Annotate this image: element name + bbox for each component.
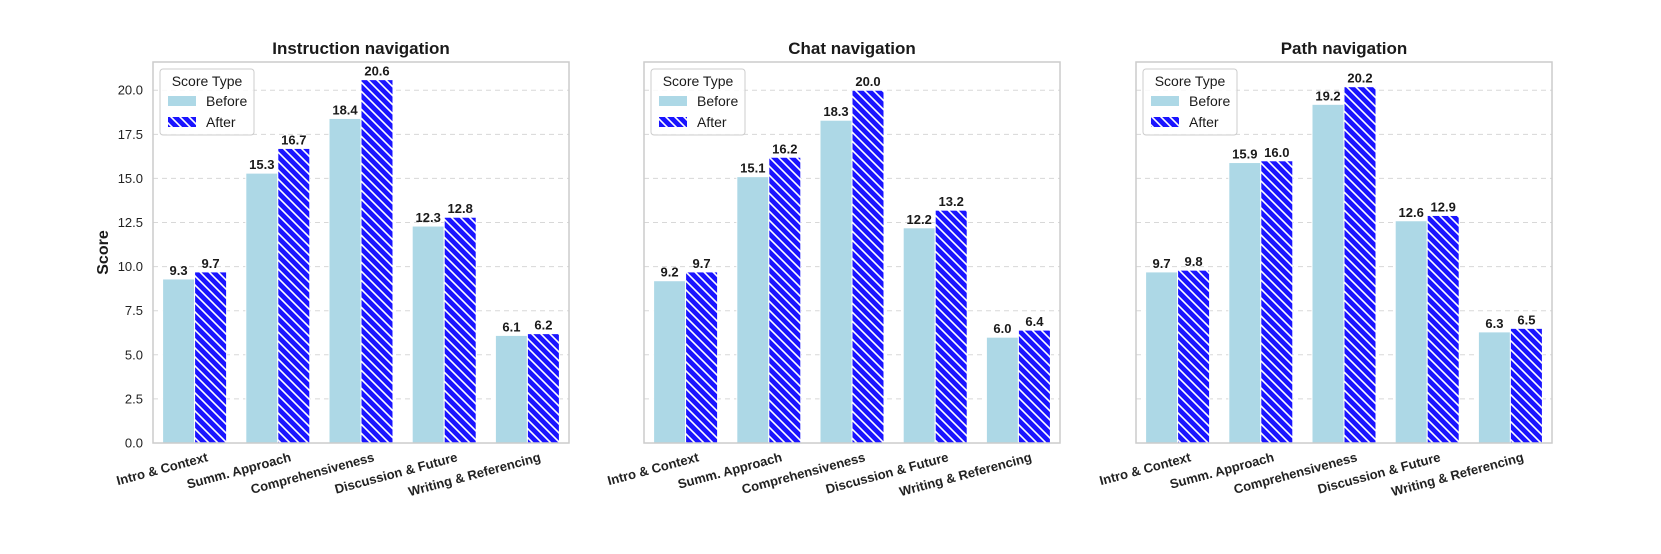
- bar-after-5: [1017, 329, 1051, 444]
- data-label: 9.7: [1153, 256, 1171, 271]
- legend-label-after: After: [1189, 114, 1219, 130]
- chart-panel-3: 9.7 15.9 19.2 12.6 6.3 9.8 16.0 20.2 12.9 6.5 Path…: [1098, 39, 1553, 499]
- plot-frame: [1135, 61, 1553, 444]
- data-label: 19.2: [1315, 88, 1340, 103]
- data-label: 15.3: [249, 157, 274, 172]
- legend-label-before: Before: [1189, 93, 1230, 109]
- bar-before-2: [736, 176, 770, 444]
- data-label: 9.3: [170, 263, 188, 278]
- y-tick-label: 15.0: [118, 171, 143, 186]
- data-label: 6.1: [502, 319, 520, 334]
- bar-before-4: [411, 225, 445, 444]
- legend-swatch-after: [659, 117, 687, 127]
- y-axis-label: Score: [95, 230, 112, 275]
- y-tick-label: 17.5: [118, 127, 143, 142]
- y-tick-label: 12.5: [118, 215, 143, 230]
- legend: Score Type Before After: [650, 68, 746, 136]
- bar-before-3: [328, 117, 362, 444]
- data-label: 18.4: [332, 102, 358, 117]
- data-label: 6.2: [534, 318, 552, 333]
- data-label: 6.5: [1517, 312, 1535, 327]
- bar-after-1: [1177, 269, 1211, 444]
- data-label: 9.8: [1185, 254, 1203, 269]
- y-tick-label: 5.0: [125, 347, 143, 362]
- bar-before-4: [1394, 220, 1428, 444]
- bar-before-5: [494, 334, 528, 444]
- bar-after-4: [1426, 214, 1460, 444]
- bar-after-5: [526, 333, 560, 444]
- legend-swatch-after: [168, 117, 196, 127]
- legend-title: Score Type: [172, 73, 243, 89]
- bar-before-5: [985, 336, 1019, 444]
- data-label: 16.7: [281, 132, 306, 147]
- data-label: 12.3: [416, 210, 441, 225]
- legend: Score Type Before After: [1142, 68, 1238, 136]
- y-tick-label: 20.0: [118, 83, 143, 98]
- y-tick-label: 2.5: [125, 391, 143, 406]
- y-tick-label: 10.0: [118, 259, 143, 274]
- bar-before-5: [1477, 331, 1511, 444]
- data-label: 20.6: [364, 64, 389, 79]
- bar-after-4: [934, 209, 968, 444]
- bar-before-1: [162, 278, 196, 444]
- data-label: 9.7: [693, 256, 711, 271]
- chart-title: Chat navigation: [788, 39, 916, 58]
- bar-after-3: [851, 89, 885, 444]
- legend-swatch-before: [168, 96, 196, 106]
- bar-after-1: [194, 271, 228, 444]
- data-label: 6.3: [1485, 316, 1503, 331]
- data-label: 13.2: [939, 194, 964, 209]
- data-label: 6.0: [993, 321, 1011, 336]
- legend-label-before: Before: [206, 93, 247, 109]
- data-label: 16.2: [772, 141, 797, 156]
- data-label: 12.2: [907, 212, 932, 227]
- y-tick-label: 7.5: [125, 303, 143, 318]
- bar-before-1: [1145, 271, 1179, 444]
- y-tick-label: 0.0: [125, 436, 143, 451]
- data-label: 9.7: [202, 256, 220, 271]
- data-label: 15.1: [740, 161, 765, 176]
- legend-label-after: After: [697, 114, 727, 130]
- legend: Score Type Before After: [159, 68, 255, 136]
- data-label: 15.9: [1232, 147, 1257, 162]
- legend-swatch-after: [1151, 117, 1179, 127]
- plot-frame: [152, 61, 570, 444]
- bar-before-2: [245, 172, 279, 444]
- legend-label-before: Before: [697, 93, 738, 109]
- bar-after-2: [768, 156, 802, 444]
- data-label: 12.8: [448, 201, 473, 216]
- bar-after-3: [360, 79, 394, 444]
- legend-swatch-before: [1151, 96, 1179, 106]
- data-label: 20.0: [855, 74, 880, 89]
- data-label: 9.2: [661, 265, 679, 280]
- data-label: 12.9: [1431, 199, 1456, 214]
- bar-before-3: [819, 119, 853, 444]
- legend-swatch-before: [659, 96, 687, 106]
- legend-label-after: After: [206, 114, 236, 130]
- data-label: 12.6: [1399, 205, 1424, 220]
- plot-frame: [643, 61, 1061, 444]
- bar-before-1: [653, 280, 687, 444]
- bar-after-1: [685, 271, 719, 444]
- chart-panel-1: 9.3 15.3 18.4 12.3 6.1 9.7 16.7 20.6 12.8 6.2 Inst…: [95, 39, 570, 499]
- bar-after-4: [443, 216, 477, 444]
- bar-after-2: [277, 147, 311, 444]
- data-label: 18.3: [823, 104, 848, 119]
- chart-title: Path navigation: [1281, 39, 1408, 58]
- data-label: 16.0: [1264, 145, 1289, 160]
- bar-before-2: [1228, 162, 1262, 444]
- data-label: 20.2: [1347, 71, 1372, 86]
- bar-before-4: [902, 227, 936, 444]
- chart-title: Instruction navigation: [272, 39, 450, 58]
- bar-after-5: [1509, 327, 1543, 444]
- legend-title: Score Type: [1155, 73, 1226, 89]
- data-label: 6.4: [1025, 314, 1044, 329]
- bar-after-3: [1343, 86, 1377, 444]
- legend-title: Score Type: [663, 73, 734, 89]
- bar-before-3: [1311, 103, 1345, 444]
- bar-after-2: [1260, 160, 1294, 444]
- chart-panel-2: 9.2 15.1 18.3 12.2 6.0 9.7 16.2 20.0 13.2 6.4 Chat…: [606, 39, 1061, 499]
